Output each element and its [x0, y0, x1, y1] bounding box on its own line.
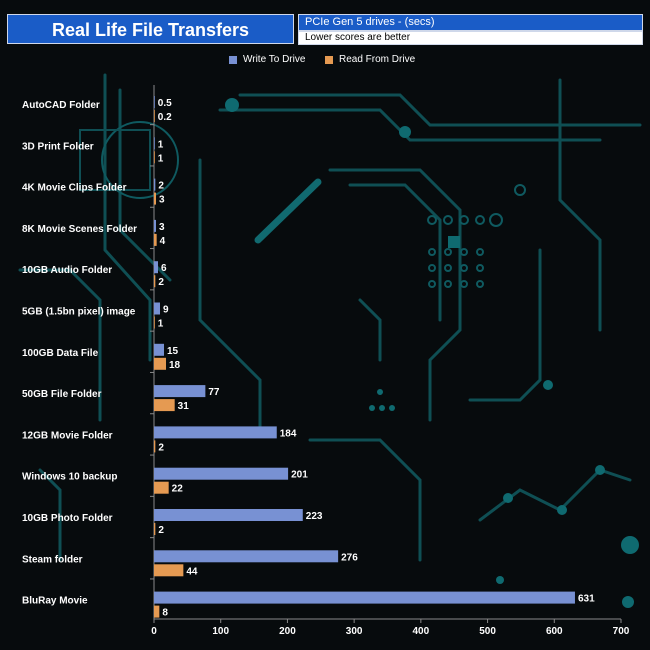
- category-label: 50GB File Folder: [22, 389, 102, 400]
- category-label: 100GB Data File: [22, 348, 99, 359]
- write-value-label: 184: [280, 428, 297, 439]
- read-value-label: 3: [159, 195, 165, 206]
- x-tick-label: 200: [279, 626, 296, 637]
- write-bar: [154, 550, 339, 563]
- category-label: 10GB Audio Folder: [22, 265, 112, 276]
- write-bar: [154, 385, 206, 398]
- read-value-label: 2: [158, 277, 164, 288]
- write-value-label: 0.5: [158, 98, 172, 109]
- read-value-label: 18: [169, 360, 181, 371]
- read-bar: [154, 151, 155, 164]
- read-value-label: 0.2: [158, 112, 172, 123]
- category-label: Steam folder: [22, 554, 83, 565]
- category-label: BluRay Movie: [22, 596, 88, 607]
- title-banner: Real Life File Transfers: [7, 14, 294, 44]
- read-value-label: 8: [162, 608, 168, 619]
- read-value-label: 1: [158, 153, 164, 164]
- read-value-label: 4: [160, 236, 166, 247]
- category-label: 12GB Movie Folder: [22, 430, 113, 441]
- x-tick-label: 400: [413, 626, 430, 637]
- write-bar: [154, 96, 155, 108]
- category-label: 5GB (1.5bn pixel) image: [22, 307, 136, 318]
- category-label: 8K Movie Scenes Folder: [22, 224, 137, 235]
- x-tick-label: 600: [546, 626, 563, 637]
- category-label: AutoCAD Folder: [22, 100, 100, 111]
- read-value-label: 2: [158, 525, 164, 536]
- write-bar: [154, 219, 157, 232]
- write-value-label: 201: [291, 470, 308, 481]
- write-bar: [154, 261, 159, 274]
- write-value-label: 1: [158, 139, 164, 150]
- write-value-label: 3: [159, 222, 165, 233]
- write-value-label: 6: [161, 263, 167, 274]
- write-bar: [154, 343, 165, 356]
- legend-swatch-write: [229, 56, 237, 64]
- category-label: 4K Movie Clips Folder: [22, 183, 127, 194]
- x-tick-label: 300: [346, 626, 363, 637]
- x-tick-label: 100: [212, 626, 229, 637]
- category-label: Windows 10 backup: [22, 472, 117, 483]
- read-bar: [154, 233, 157, 246]
- read-value-label: 31: [178, 401, 190, 412]
- write-value-label: 2: [158, 181, 164, 192]
- write-value-label: 9: [163, 305, 169, 316]
- read-value-label: 44: [186, 566, 198, 577]
- legend-label-write: Write To Drive: [243, 54, 306, 65]
- write-bar: [154, 591, 575, 604]
- write-bar: [154, 426, 277, 439]
- read-value-label: 22: [172, 484, 184, 495]
- read-bar: [154, 275, 156, 288]
- chart-title: Real Life File Transfers: [51, 20, 250, 40]
- read-bar: [154, 316, 155, 329]
- write-value-label: 276: [341, 552, 358, 563]
- read-bar: [154, 110, 155, 122]
- read-bar: [154, 357, 167, 370]
- write-bar: [154, 137, 155, 150]
- note-banner: Lower scores are better: [298, 31, 643, 45]
- legend-swatch-read: [325, 56, 333, 64]
- write-value-label: 15: [167, 346, 179, 357]
- read-bar: [154, 564, 184, 577]
- write-bar: [154, 509, 303, 521]
- read-value-label: 1: [158, 319, 164, 330]
- read-bar: [154, 399, 175, 412]
- read-bar: [154, 523, 156, 535]
- x-tick-label: 500: [479, 626, 496, 637]
- read-value-label: 2: [158, 442, 164, 453]
- category-label: 10GB Photo Folder: [22, 513, 113, 524]
- write-bar: [154, 302, 161, 315]
- subtitle-banner: PCIe Gen 5 drives - (secs): [298, 14, 643, 31]
- write-value-label: 77: [208, 387, 220, 398]
- chart-note: Lower scores are better: [305, 32, 411, 43]
- read-bar: [154, 192, 157, 205]
- read-bar: [154, 481, 169, 494]
- legend-label-read: Read From Drive: [339, 54, 416, 65]
- chart-subtitle: PCIe Gen 5 drives - (secs): [305, 16, 435, 28]
- write-bar: [154, 178, 156, 191]
- read-bar: [154, 605, 160, 618]
- write-value-label: 631: [578, 594, 595, 605]
- legend: Write To Drive Read From Drive: [0, 54, 650, 68]
- write-bar: [154, 467, 289, 480]
- x-tick-label: 700: [613, 626, 630, 637]
- x-tick-label: 0: [151, 626, 157, 637]
- read-bar: [154, 440, 156, 453]
- category-label: 3D Print Folder: [22, 141, 94, 152]
- write-value-label: 223: [306, 511, 323, 522]
